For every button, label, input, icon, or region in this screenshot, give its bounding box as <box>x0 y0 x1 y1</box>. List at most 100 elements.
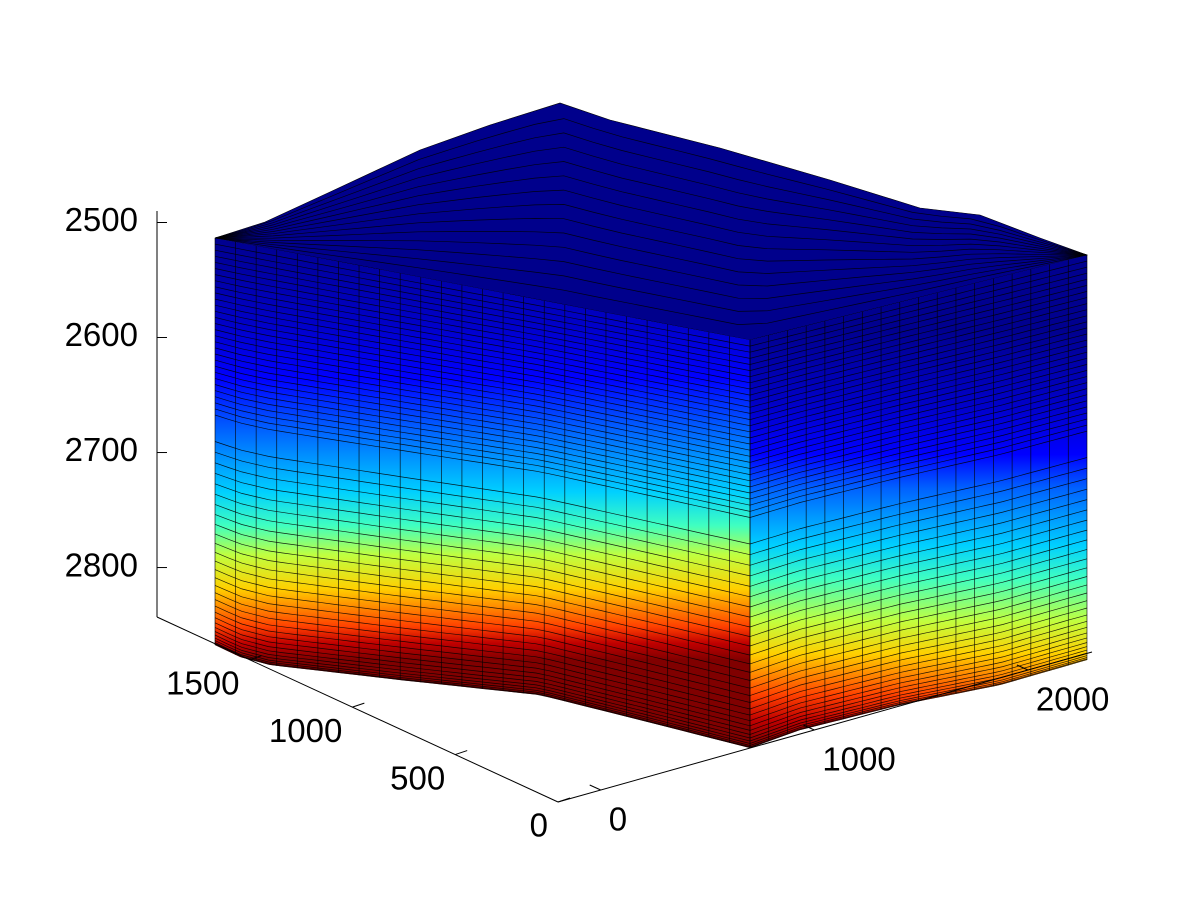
layer-edge <box>214 402 751 506</box>
layer-edge <box>749 364 1088 451</box>
layer-edge <box>749 529 1088 618</box>
x-tick-label: 1000 <box>822 741 895 778</box>
layer-edge <box>749 303 1088 390</box>
layer-edge <box>749 549 1088 637</box>
layer-edge <box>214 384 751 488</box>
layer-edge <box>214 268 751 371</box>
layer-edge <box>749 646 1088 735</box>
layer-edge <box>749 339 1088 427</box>
layer-edge <box>214 451 751 556</box>
top-edge <box>214 237 1088 287</box>
layer-edge <box>749 309 1088 396</box>
layer-edge <box>749 558 1088 647</box>
layer-edge <box>749 632 1088 722</box>
layer-edge <box>214 611 751 716</box>
top-edge <box>214 189 1088 256</box>
y-tick <box>249 655 262 661</box>
layer-edge <box>214 483 751 587</box>
layer-edge <box>749 272 1088 359</box>
z-tick-label: 2500 <box>65 201 138 238</box>
z-tick-label: 2700 <box>65 431 138 468</box>
layer-edge <box>749 394 1088 482</box>
layer-edge <box>214 378 751 482</box>
layer-edge <box>214 323 751 427</box>
layer-edge <box>214 504 751 608</box>
x-tick-label: 0 <box>609 801 627 838</box>
layer-edge <box>749 576 1088 665</box>
y-tick-label: 500 <box>390 759 445 796</box>
layer-edge <box>749 488 1088 577</box>
layer-edge <box>214 347 751 451</box>
reservoir-block <box>214 102 1089 749</box>
layer-edge <box>214 335 751 439</box>
layer-edge <box>749 345 1088 433</box>
layer-edge <box>749 260 1088 347</box>
layer-edge <box>214 472 751 577</box>
layer-edge <box>214 523 751 628</box>
layer-edge <box>749 400 1088 488</box>
layer-edge <box>749 509 1088 598</box>
layer-edge <box>749 430 1088 518</box>
layer-edge <box>214 551 751 656</box>
layer-edge <box>214 329 751 433</box>
layer-edge <box>214 249 751 353</box>
y-tick-label: 1500 <box>166 664 239 701</box>
layer-edge <box>214 286 751 390</box>
layer-edge <box>749 637 1088 727</box>
layer-edge <box>749 376 1088 463</box>
x-axis <box>557 651 1093 803</box>
layer-edge <box>749 285 1088 371</box>
layer-edge <box>749 266 1088 353</box>
y-tick-label: 0 <box>530 807 548 844</box>
layer-edge <box>214 280 751 384</box>
layer-edge <box>214 462 751 566</box>
layer-edge <box>749 584 1088 673</box>
top-edge <box>214 237 1088 299</box>
layer-edge <box>749 406 1088 494</box>
layer-edge <box>749 567 1088 656</box>
layer-edge <box>749 499 1088 587</box>
y-axis <box>156 616 559 803</box>
layer-edge <box>749 321 1088 408</box>
layer-edge <box>749 388 1088 475</box>
top-edge <box>214 237 1088 325</box>
top-edge <box>214 118 1088 256</box>
layer-edge <box>214 605 751 710</box>
layer-edge <box>214 317 751 420</box>
layer-edge <box>749 649 1088 739</box>
layer-edge <box>749 626 1088 716</box>
top-edge <box>214 146 1088 256</box>
z-tick-label: 2600 <box>65 316 138 353</box>
layer-edge <box>214 292 751 396</box>
layer-edge <box>749 600 1088 689</box>
layer-edge <box>749 592 1088 681</box>
top-edge <box>214 231 1088 274</box>
layer-edge <box>214 396 751 500</box>
layer-edge <box>749 278 1088 365</box>
layer-edge <box>749 297 1088 384</box>
layer-edge <box>214 514 751 618</box>
layer-edge <box>749 457 1088 545</box>
layer-edge <box>749 327 1088 414</box>
layer-edge <box>749 424 1088 512</box>
layer-edge <box>214 255 751 359</box>
layer-edge <box>214 627 751 731</box>
x-tick-label: 2000 <box>1036 681 1109 718</box>
layer-edge <box>214 408 751 512</box>
top-edge <box>214 237 1088 312</box>
layer-edge <box>749 412 1088 500</box>
layer-edge <box>214 560 751 665</box>
top-edge <box>214 204 1088 256</box>
layer-edge <box>749 614 1088 703</box>
top-face <box>214 102 1089 341</box>
layer-edge <box>214 262 751 365</box>
layer-edge <box>749 642 1088 731</box>
layer-edge <box>749 370 1088 457</box>
layer-edge <box>749 620 1088 710</box>
layer-edge <box>214 371 751 475</box>
layer-edge <box>749 467 1088 556</box>
layer-edge <box>214 414 751 518</box>
layer-edge <box>214 599 751 703</box>
layer-edge <box>214 637 751 742</box>
